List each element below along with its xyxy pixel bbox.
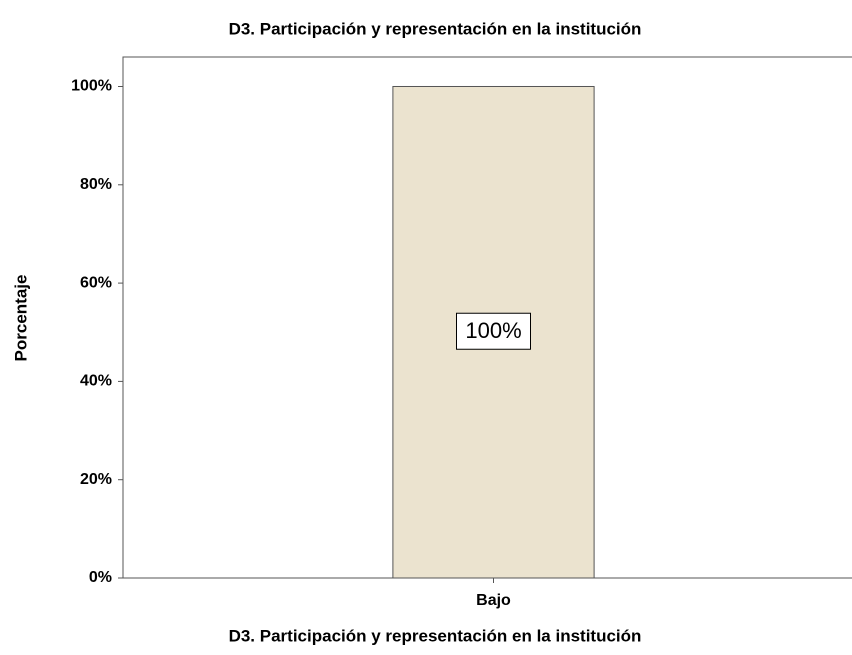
y-tick-label: 0%	[89, 569, 112, 586]
x-axis-title: D3. Participación y representación en la…	[229, 626, 642, 645]
y-axis-title: Porcentaje	[11, 275, 30, 362]
y-tick-label: 80%	[80, 176, 112, 193]
y-tick-label: 20%	[80, 471, 112, 488]
bar-label: 100%	[465, 318, 521, 343]
chart-title: D3. Participación y representación en la…	[229, 19, 642, 38]
x-tick-label: Bajo	[476, 592, 511, 609]
y-tick-label: 100%	[71, 78, 112, 95]
y-tick-label: 60%	[80, 274, 112, 291]
y-tick-label: 40%	[80, 373, 112, 390]
bar-label-box	[456, 312, 531, 350]
